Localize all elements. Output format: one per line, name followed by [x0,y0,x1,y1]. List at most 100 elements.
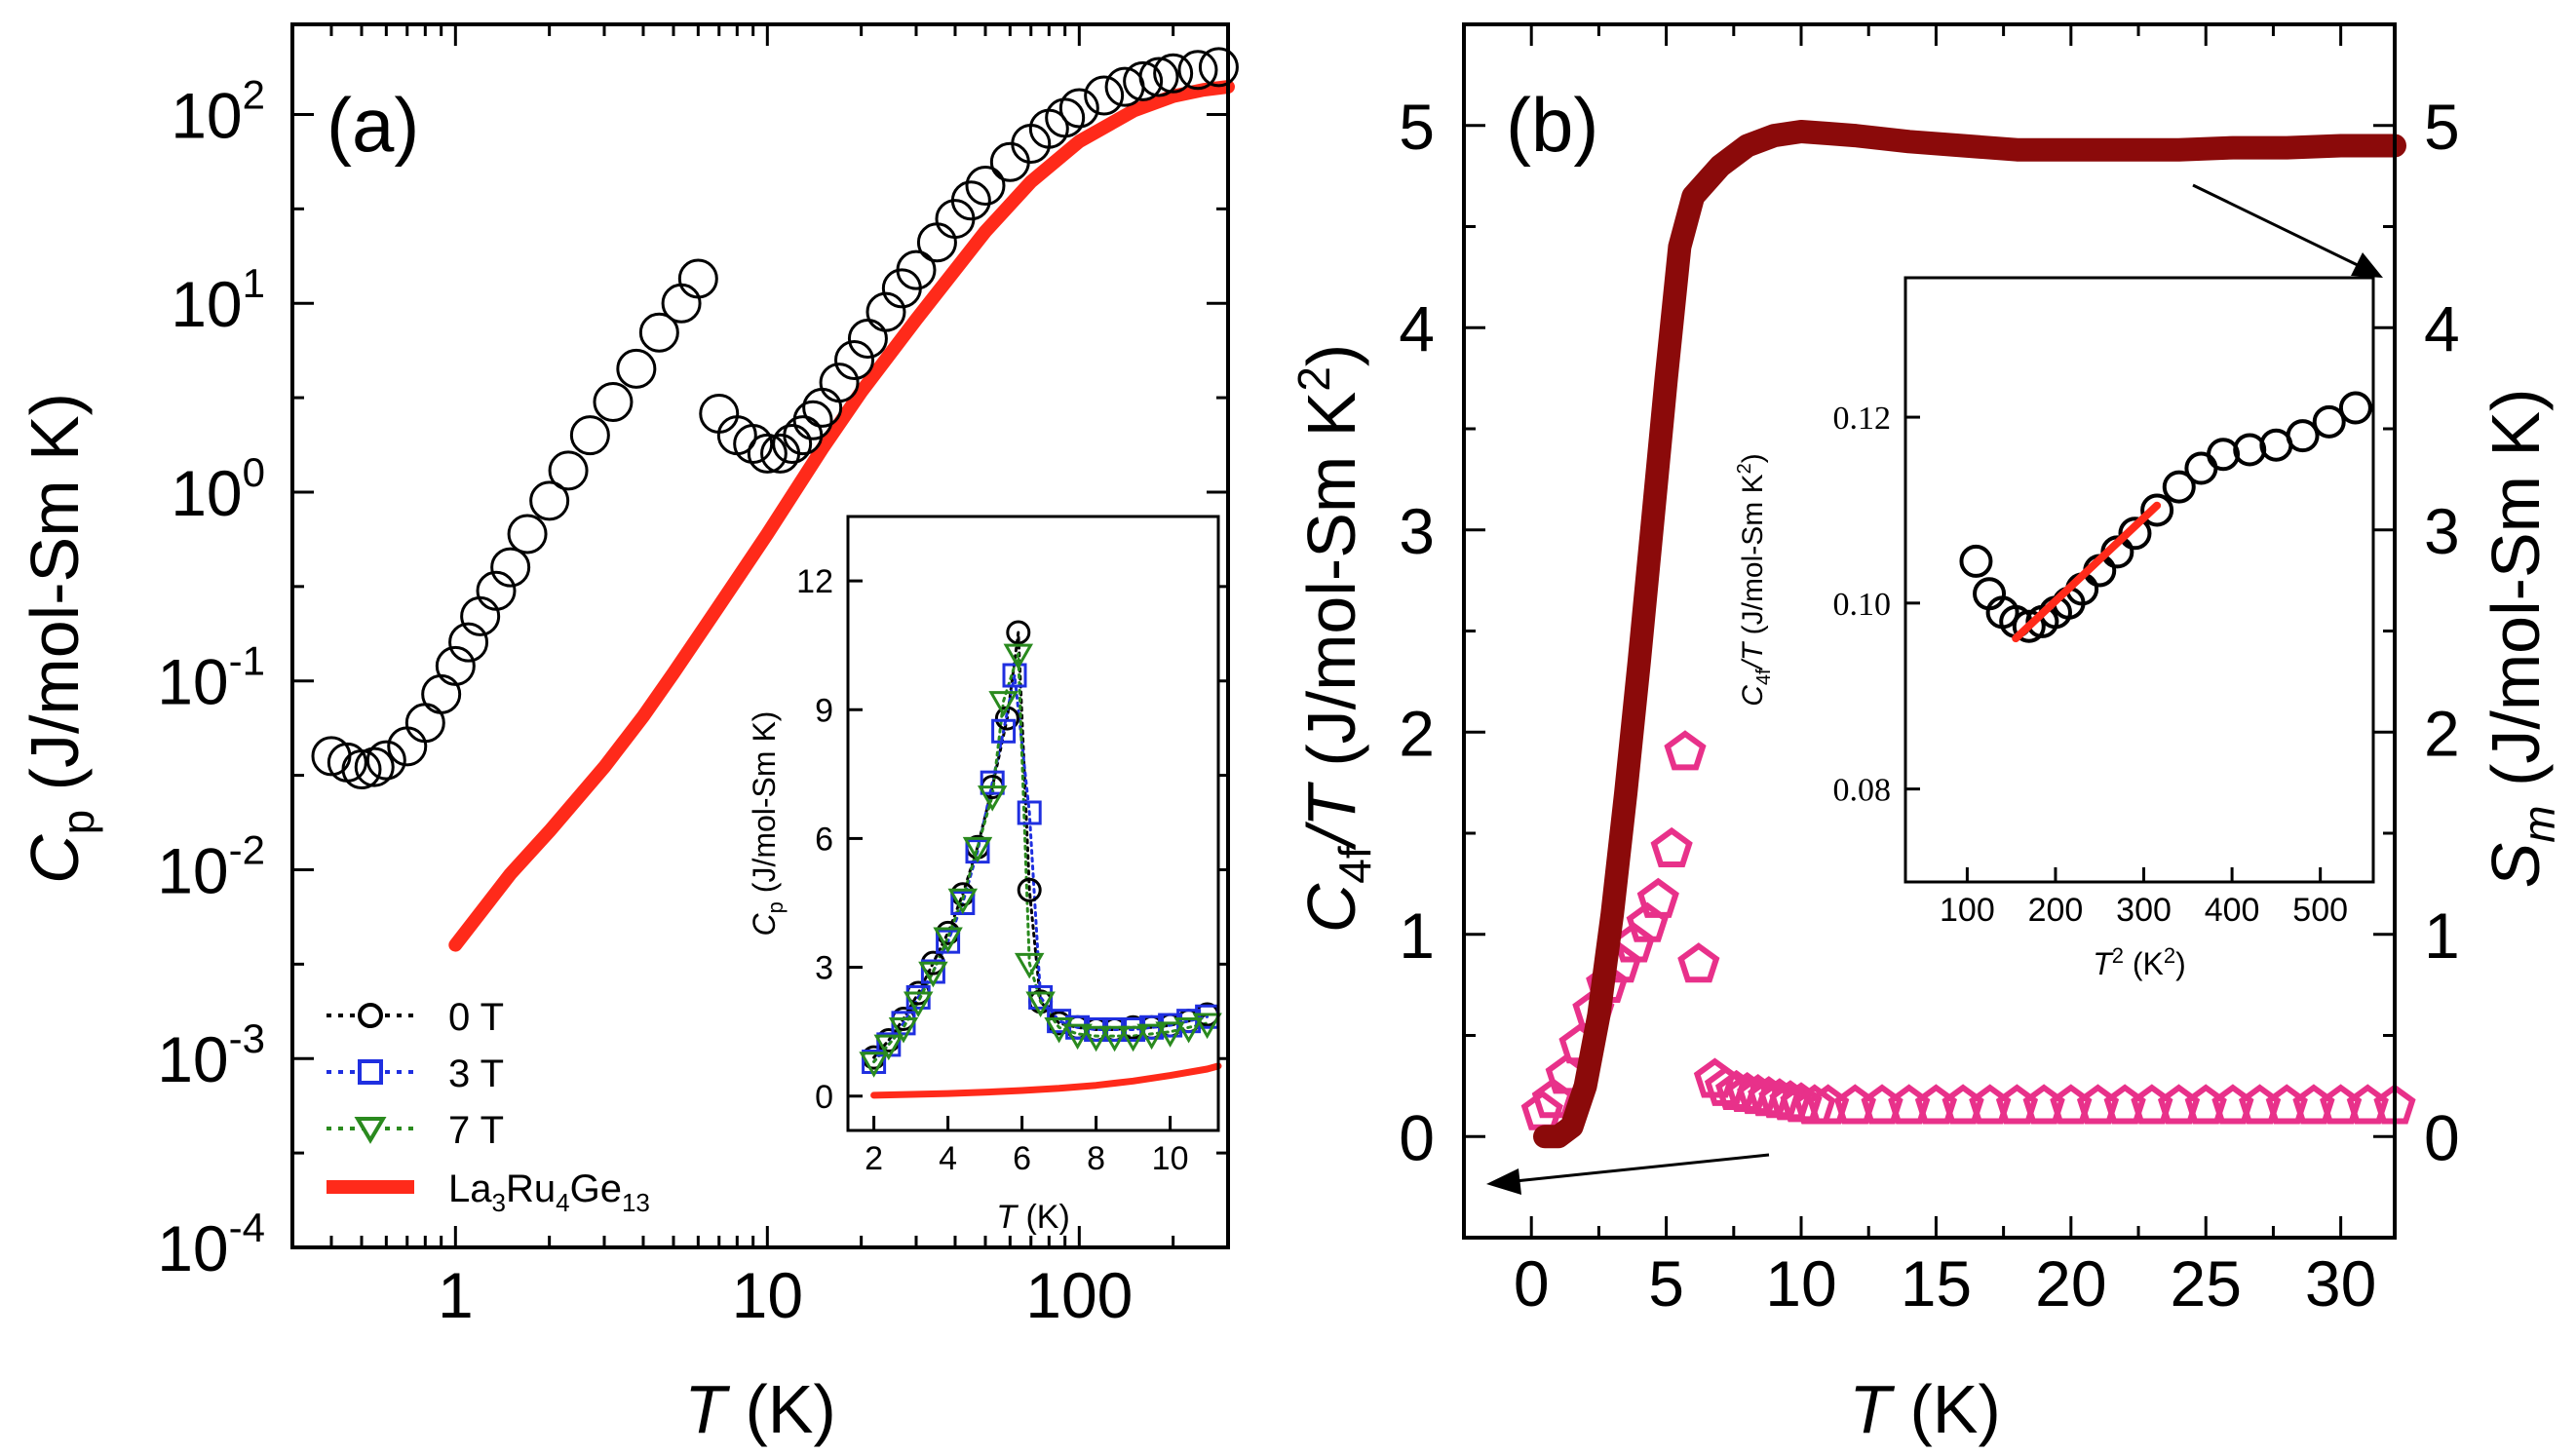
data-point-0t [435,645,476,686]
data-point-0t [1123,60,1164,101]
inset-a-x-tick-label: 2 [865,1140,883,1177]
data-point-0t [1138,57,1179,97]
arrow-to-left-axis [1486,1153,1770,1195]
x-tick-label: 10 [732,1259,803,1331]
data-point-0t [529,480,570,521]
b-y-right-tick-label: 2 [2424,697,2460,769]
b-y-left-tick-label: 5 [1399,91,1435,163]
data-point-0t [834,340,875,381]
inset-b-x-tick-label: 400 [2205,892,2260,929]
inset-a-point-3t [980,770,1005,795]
inset-a-point-7t [1014,952,1045,979]
y-tick-label: 10-4 [157,1205,265,1284]
data-point-c4f-over-t [1664,730,1707,771]
inset-b-ticks: 100 200 300 400 500 0.08 0.10 0.12 [1833,401,2349,929]
panel-b-ylabel-left: C4f/T (J/mol-Sm K2) [1288,344,1380,934]
inset-a-x-tick-label: 8 [1087,1140,1105,1177]
b-x-tick-label: 0 [1514,1247,1550,1320]
b-y-right-tick-label: 5 [2424,91,2460,163]
inset-a-ylabel: Cp (J/mol-Sm K) [747,711,788,937]
panel-a-xlabel: T (K) [684,1371,836,1447]
inset-b-data-point [2118,517,2152,551]
b-y-left-tick-label: 1 [1399,899,1435,972]
b-x-tick-label: 5 [1648,1247,1684,1320]
inset-a-point-7t [1173,1016,1204,1044]
data-point-0t [476,570,517,611]
b-y-left-tick-label: 2 [1399,697,1435,769]
inset-a-point-3t [991,718,1017,744]
data-point-0t [1198,47,1239,88]
legend-marker-triangle [354,1117,387,1144]
data-point-0t [677,258,718,299]
data-point-0t [354,746,395,787]
data-point-0t [916,222,957,263]
y-tick-label: 10-1 [157,638,265,718]
b-y-right-tick-label: 0 [2424,1101,2460,1173]
inset-a-point-7t [1003,643,1034,670]
inset-a-point-7t [947,888,979,915]
data-point-0t [896,249,937,290]
b-y-right-tick-label: 4 [2424,292,2460,364]
inset-a-point-7t [859,1052,889,1078]
inset-a-x-tick-label: 6 [1013,1140,1031,1177]
inset-a-point-7t [873,1034,904,1061]
inset-a-y-tick-label: 6 [815,821,833,858]
data-point-0t [569,415,610,456]
data-point-0t [616,348,657,389]
panel-b-label: (b) [1506,82,1598,168]
series-la3ru4ge13-line [448,80,1235,952]
inset-a-ticks: 2 4 6 8 10 0 3 6 9 12 [796,563,1188,1177]
data-point-0t [638,312,679,353]
inset-a-la3ru4ge13-line [870,1062,1222,1099]
panel-a-plot-area [311,47,1239,952]
y-tick-label: 100 [171,449,265,529]
panel-a-label: (a) [327,82,419,168]
data-point-0t [1045,97,1086,138]
inset-a-point-7t [933,927,963,953]
data-point-0t [507,514,548,555]
inset-a-point-7t [1192,1013,1222,1040]
b-y-left-tick-label: 4 [1399,292,1435,364]
legend-label-3t: 3 T [448,1052,504,1095]
y-tick-label: 10-2 [157,826,265,906]
data-point-0t [661,283,702,324]
data-point-0t [1058,88,1099,129]
inset-b-x-tick-label: 200 [2028,892,2084,929]
legend-label-0t: 0 T [448,996,504,1039]
data-point-0t [733,424,774,465]
data-point-c4f-over-t [1636,877,1679,918]
legend-label-7t: 7 T [448,1109,504,1152]
data-point-0t [819,363,860,403]
inset-a-point-7t [977,785,1008,812]
b-y-right-tick-label: 1 [2424,899,2460,972]
inset-b-y-tick-label: 0.12 [1833,401,1892,437]
inset-a-y-tick-label: 3 [815,950,833,987]
b-y-left-tick-label: 3 [1399,495,1435,567]
b-y-right-tick-label: 3 [2424,495,2460,567]
data-point-0t [965,165,1006,206]
inset-b-x-tick-label: 500 [2292,892,2348,929]
series-entropy-sm-line [1533,120,2406,1149]
data-point-0t [448,622,489,663]
inset-b-y-tick-label: 0.08 [1833,773,1892,809]
data-point-c4f-over-t [1650,826,1693,867]
inset-b-data-point [2162,470,2196,504]
data-point-0t [365,740,406,781]
data-point-0t [387,726,428,767]
inset-b-data-point [1959,544,1993,578]
data-point-0t [792,400,833,440]
data-point-0t [747,433,788,474]
data-point-0t [847,318,888,359]
data-point-c4f-over-t [1677,942,1720,983]
inset-a-point-7t [1044,1016,1074,1044]
data-point-0t [699,394,740,435]
inset-a-point-7t [1025,991,1056,1018]
panel-a-legend: 0 T 3 T 7 T La3Ru4Ge13 [327,996,650,1217]
inset-b-background [1905,278,2373,882]
data-point-0t [1153,53,1194,94]
inset-b-ylabel: C4f/T (J/mol-Sm K2) [1734,453,1775,707]
inset-b-data-point [2140,493,2174,527]
